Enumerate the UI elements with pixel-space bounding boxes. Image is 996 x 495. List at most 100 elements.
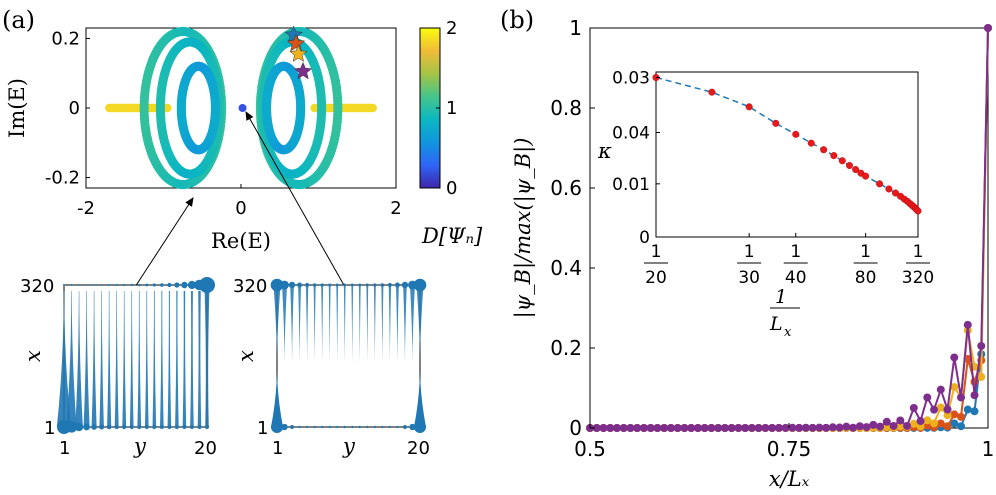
density-left-column: [122, 291, 127, 427]
density-left-xlabel: y: [133, 434, 147, 458]
profile-point: [923, 393, 932, 402]
density-left-bottom-dot: [106, 424, 112, 430]
profile-point: [862, 423, 871, 432]
density-right-bottom-dot: [313, 425, 316, 429]
profile-point: [680, 423, 689, 432]
density-right-bottom-dot: [328, 425, 331, 429]
profile-point: [801, 423, 810, 432]
density-right-bottom-dot: [373, 425, 377, 429]
profile-point: [909, 403, 918, 412]
density-right-column: [273, 285, 281, 364]
arrow-to-left-density: [134, 197, 194, 288]
density-right-top-dot: [401, 281, 409, 289]
inset-points: [652, 73, 922, 215]
profile-point: [828, 423, 837, 432]
profile-point: [882, 417, 891, 426]
density-left-bottom-dot: [99, 424, 105, 430]
density-right-top-dot: [413, 278, 427, 292]
density-right-column: [409, 285, 415, 364]
profile-point: [619, 423, 628, 432]
density-right-top-dot: [320, 283, 324, 287]
profile-point: [957, 393, 966, 402]
profile-point: [673, 423, 682, 432]
density-right-column: [388, 285, 392, 364]
density-left-top-dot: [130, 283, 133, 287]
colorbar-tick-1: 1: [446, 98, 457, 119]
density-right-bottom-dot: [358, 425, 361, 429]
profile-ylabel: |ψ_B|/max(|ψ_B|): [511, 138, 536, 319]
profile-point: [822, 423, 831, 432]
density-left-ylabel: x: [21, 350, 45, 362]
spectrum-loop-point: [333, 106, 343, 117]
profile-ytick-label: 0.2: [550, 336, 582, 360]
spectrum-xtick-label: -2: [77, 198, 95, 219]
density-right-column: [328, 285, 331, 364]
profile-point: [977, 372, 986, 381]
profile-point: [963, 405, 972, 414]
profile-point: [943, 422, 952, 431]
density-left-top-dot: [62, 283, 66, 287]
density-right-xlabel: y: [342, 434, 356, 458]
density-right-bottom-dot: [403, 425, 407, 429]
density-right-bottom-dot: [409, 423, 416, 431]
density-left-ytick-bottom: 1: [44, 418, 55, 439]
density-left-bottom-dot: [144, 424, 149, 430]
density-right-bottom-dot: [351, 425, 354, 429]
profile-point: [727, 423, 736, 432]
profile-point: [734, 423, 743, 432]
spectrum-plot: -2 0 2 -0.2 0 0.2 Re(E) Im(E): [5, 25, 402, 253]
profile-point: [666, 423, 675, 432]
spectrum-loop-point: [296, 105, 306, 115]
density-right-bottom-dot: [320, 425, 324, 429]
profile-point: [855, 422, 864, 431]
inset-point: [820, 146, 828, 154]
density-left-top-dot: [145, 283, 149, 287]
density-right-column: [351, 285, 354, 364]
density-left-top-dot: [174, 282, 180, 288]
profile-point: [700, 423, 709, 432]
profile-point: [592, 423, 601, 432]
inset-point: [845, 161, 853, 169]
inset-xtick-num: 1: [860, 242, 871, 262]
profile-point: [781, 423, 790, 432]
profile-point: [606, 423, 615, 432]
density-right-xtick-1: 1: [272, 438, 283, 459]
profile-point: [633, 423, 642, 432]
spectrum-loop-point: [210, 105, 221, 115]
profile-point: [849, 423, 858, 432]
inset-point: [885, 185, 893, 193]
inset-point: [830, 152, 838, 160]
density-right-edge-column: [414, 370, 426, 427]
inset-xtick-den: 320: [902, 268, 934, 288]
profile-point: [970, 391, 979, 400]
density-left-bottom-dot: [152, 424, 157, 430]
spectrum-star-marker: [289, 44, 308, 62]
density-left-top-dot: [93, 283, 96, 287]
profile-point: [653, 423, 662, 432]
profile-point: [923, 416, 932, 425]
spectrum-ylabel: Im(E): [5, 78, 29, 138]
density-left-xtick-20: 20: [194, 438, 217, 459]
profile-point: [916, 422, 925, 431]
inset-xlabel-den: L: [769, 313, 783, 335]
profile-point: [747, 423, 756, 432]
density-left-bottom-dot: [122, 424, 127, 430]
density-left-xtick-1: 1: [59, 438, 70, 459]
profile-xtick-label: 0.5: [574, 437, 606, 461]
density-right-column: [282, 285, 288, 364]
density-left-bottom-dot: [167, 424, 172, 430]
density-left-column: [197, 291, 202, 427]
density-left-bottom-dot: [83, 423, 90, 431]
spectrum-ytick-label: 0: [69, 98, 80, 119]
density-right-top-dot: [328, 283, 332, 287]
density-right-top-dot: [270, 278, 284, 292]
density-left-column: [175, 291, 179, 427]
density-left-column: [204, 291, 210, 427]
profile-point: [646, 423, 655, 432]
density-left-column: [66, 291, 77, 427]
inset-point: [772, 119, 780, 127]
density-right-column: [305, 285, 309, 364]
profile-point: [842, 422, 851, 431]
profile-point: [754, 423, 763, 432]
density-right-xtick-20: 20: [407, 438, 430, 459]
